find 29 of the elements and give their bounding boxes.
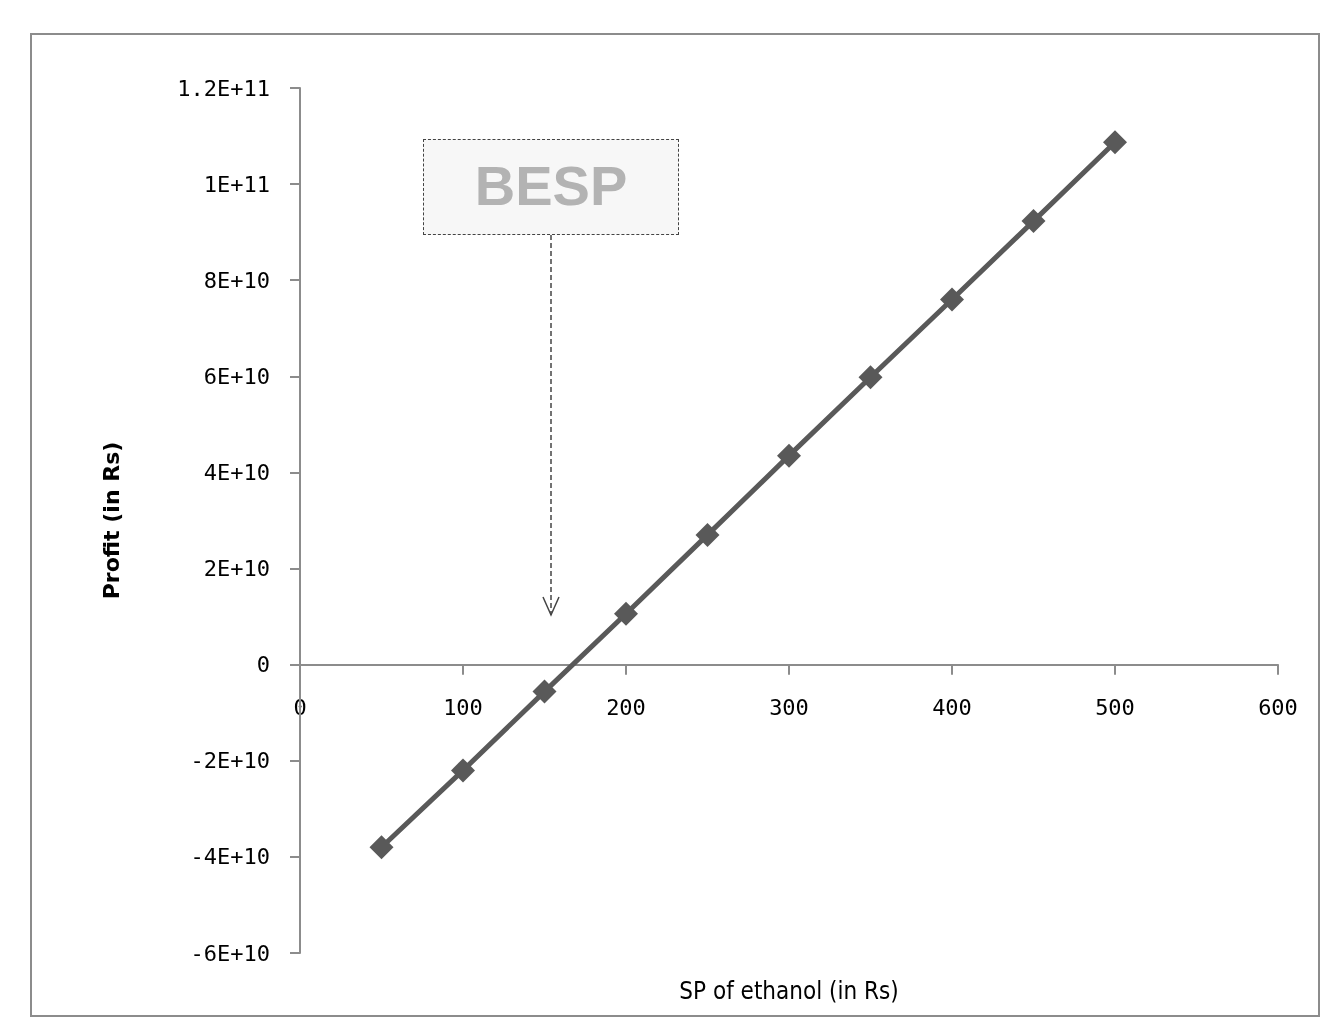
x-tick-label: 200	[606, 695, 646, 721]
point	[1021, 209, 1046, 234]
point	[369, 835, 394, 860]
point	[695, 522, 720, 547]
x-tick-label: 100	[443, 695, 483, 721]
point	[451, 758, 475, 783]
y-tick-label: 6E+10	[203, 363, 270, 389]
y-tick-label: -4E+10	[190, 844, 270, 870]
y-tick-label: -2E+10	[190, 748, 270, 774]
point	[532, 679, 557, 704]
y-tick-label: 1.2E+11	[177, 75, 270, 101]
x-tick-label: 600	[1258, 695, 1298, 721]
point	[940, 287, 964, 312]
y-tick-label: 2E+10	[203, 556, 270, 582]
y-tick-label: 4E+10	[203, 459, 270, 485]
y-axis-title: Profit (in Rs)	[98, 441, 124, 600]
x-tick-label: 300	[769, 695, 809, 721]
x-tick-label: 400	[932, 695, 972, 721]
point	[1103, 130, 1127, 155]
x-tick-label: 500	[1095, 695, 1135, 721]
y-tick-label: 0	[256, 652, 270, 678]
y-tick-label: 1E+11	[203, 171, 270, 197]
point	[777, 443, 801, 468]
y-tick-label: 8E+10	[203, 267, 270, 293]
y-tick-label: -6E+10	[190, 940, 270, 966]
x-axis-title: SP of ethanol (in Rs)	[679, 977, 899, 1005]
annotation: BESP	[423, 139, 679, 235]
point	[614, 601, 638, 626]
point	[858, 365, 883, 390]
